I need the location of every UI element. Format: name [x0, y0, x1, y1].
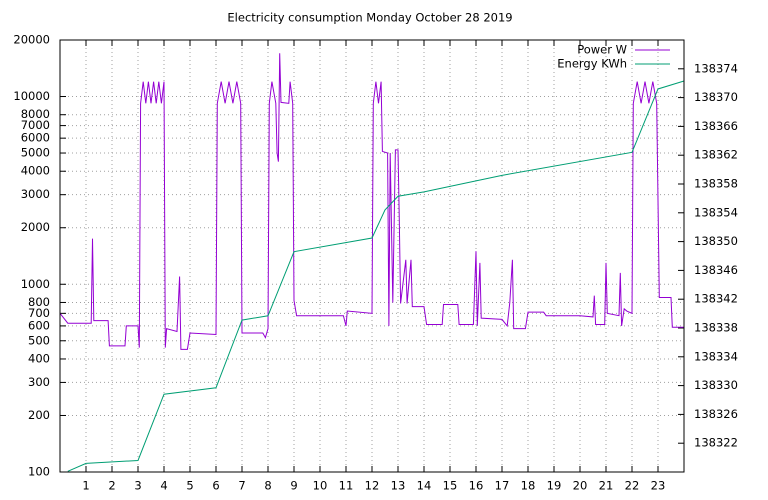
y-tick-label: 8000: [21, 107, 50, 121]
y-tick-label: 100: [28, 465, 50, 479]
legend-label: Energy KWh: [557, 57, 627, 71]
y2-tick-label: 138374: [694, 61, 738, 75]
plot-border: [59, 39, 685, 473]
x-tick-label: 14: [417, 479, 432, 493]
y-tick-label: 2000: [21, 220, 50, 234]
y2-tick-label: 138326: [694, 407, 738, 421]
x-tick-label: 9: [290, 479, 297, 493]
y2-tick-label: 138322: [694, 436, 738, 450]
x-tick-label: 8: [264, 479, 271, 493]
x-tick-label: 21: [599, 479, 614, 493]
series-line: [67, 80, 685, 472]
y-tick-label: 700: [28, 306, 50, 320]
x-tick-label: 22: [625, 479, 640, 493]
y2-tick-label: 138358: [694, 177, 738, 191]
y2-tick-label: 138334: [694, 349, 738, 363]
y-tick-label: 200: [28, 408, 50, 422]
legend-label: Power W: [577, 43, 627, 57]
y-tick-label: 7000: [21, 118, 50, 132]
y-tick-label: 6000: [21, 131, 50, 145]
x-tick-label: 20: [573, 479, 588, 493]
x-tick-label: 1: [82, 479, 89, 493]
x-tick-label: 17: [495, 479, 510, 493]
y-tick-label: 4000: [21, 164, 50, 178]
y2-tick-label: 138366: [694, 119, 738, 133]
y2-tick-label: 138338: [694, 321, 738, 335]
chart-title: Electricity consumption Monday October 2…: [227, 11, 512, 25]
y-tick-label: 10000: [13, 89, 50, 103]
x-tick-label: 5: [186, 479, 193, 493]
y-tick-label: 800: [28, 295, 50, 309]
x-tick-label: 23: [651, 479, 666, 493]
y2-tick-label: 138354: [694, 205, 738, 219]
y2-tick-label: 138362: [694, 148, 738, 162]
x-tick-label: 13: [391, 479, 406, 493]
y2-tick-label: 138370: [694, 90, 738, 104]
y-tick-label: 1000: [21, 277, 50, 291]
y2-tick-label: 138346: [694, 263, 738, 277]
x-tick-label: 4: [160, 479, 167, 493]
x-tick-label: 2: [108, 479, 115, 493]
y-tick-label: 500: [28, 333, 50, 347]
x-tick-label: 16: [469, 479, 484, 493]
y-tick-label: 5000: [21, 146, 50, 160]
x-tick-label: 18: [521, 479, 536, 493]
y-tick-label: 400: [28, 351, 50, 365]
y2-tick-label: 138350: [694, 234, 738, 248]
x-tick-label: 11: [339, 479, 354, 493]
y2-tick-label: 138342: [694, 292, 738, 306]
x-tick-label: 12: [365, 479, 380, 493]
x-tick-label: 10: [313, 479, 328, 493]
y-tick-label: 600: [28, 318, 50, 332]
x-tick-label: 19: [547, 479, 562, 493]
y-tick-label: 20000: [13, 33, 50, 47]
x-tick-label: 7: [238, 479, 245, 493]
x-tick-label: 3: [134, 479, 141, 493]
y2-tick-label: 138330: [694, 378, 738, 392]
x-tick-label: 6: [212, 479, 219, 493]
series-line: [59, 53, 684, 350]
y-tick-label: 3000: [21, 187, 50, 201]
y-tick-label: 300: [28, 375, 50, 389]
x-tick-label: 15: [443, 479, 458, 493]
